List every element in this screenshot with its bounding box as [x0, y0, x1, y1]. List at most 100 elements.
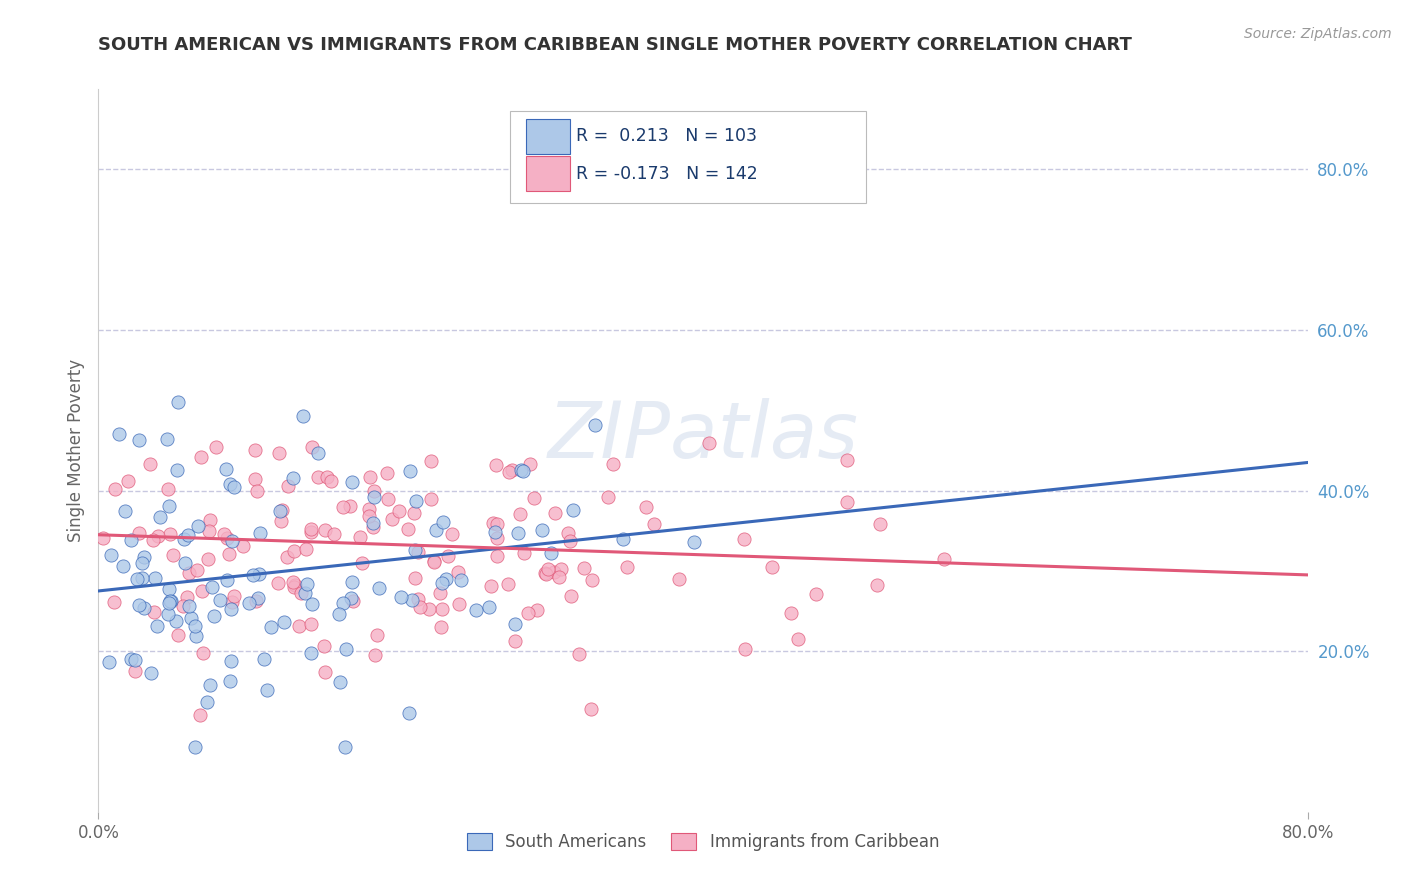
Point [602, 457, 624, 471]
Point [366, 628, 388, 642]
Point [156, 433, 179, 447]
Point [359, 502, 381, 516]
Point [307, 470, 329, 484]
Text: R =  0.213   N = 103: R = 0.213 N = 103 [576, 128, 756, 145]
Point [536, 566, 558, 581]
Point [219, 674, 242, 689]
Point [581, 574, 603, 588]
Point [191, 646, 214, 660]
Point [132, 549, 155, 564]
Text: ZIPatlas: ZIPatlas [547, 398, 859, 474]
Point [568, 647, 591, 661]
Point [512, 463, 534, 477]
Point [295, 577, 318, 591]
Point [484, 525, 506, 540]
Point [143, 571, 166, 585]
Point [349, 530, 371, 544]
Point [485, 458, 508, 473]
Point [284, 578, 307, 592]
Point [294, 586, 316, 600]
Point [342, 594, 364, 608]
Point [165, 614, 187, 628]
Point [430, 602, 453, 616]
Text: R = -0.173   N = 142: R = -0.173 N = 142 [576, 165, 758, 183]
Point [401, 593, 423, 607]
Point [299, 524, 322, 539]
Point [132, 601, 155, 615]
Point [561, 503, 583, 517]
Point [869, 517, 891, 532]
Point [148, 529, 170, 543]
Point [221, 654, 243, 668]
Point [682, 534, 704, 549]
Point [361, 516, 384, 530]
Point [91, 531, 114, 545]
Point [222, 479, 245, 493]
Point [342, 475, 364, 490]
Point [252, 652, 274, 666]
Point [242, 568, 264, 582]
Text: Source: ZipAtlas.com: Source: ZipAtlas.com [1244, 27, 1392, 41]
Point [142, 533, 165, 547]
Point [195, 695, 218, 709]
Point [215, 531, 238, 545]
Point [159, 526, 181, 541]
Point [361, 520, 384, 534]
Point [139, 457, 162, 471]
Point [238, 596, 260, 610]
Point [266, 576, 288, 591]
Point [276, 549, 298, 564]
Point [283, 575, 305, 590]
Point [245, 594, 267, 608]
Point [510, 462, 533, 476]
Point [447, 565, 470, 579]
Point [481, 516, 503, 530]
Point [450, 573, 472, 587]
Point [425, 524, 447, 538]
Point [733, 532, 755, 546]
Point [256, 682, 278, 697]
Point [498, 466, 520, 480]
Point [547, 570, 569, 584]
Point [523, 491, 546, 505]
Point [120, 652, 142, 666]
Point [103, 595, 125, 609]
Point [156, 607, 179, 621]
Point [519, 457, 541, 471]
Point [409, 599, 432, 614]
Point [249, 526, 271, 541]
Point [149, 510, 172, 524]
Point [209, 593, 232, 607]
Legend: South Americans, Immigrants from Caribbean: South Americans, Immigrants from Caribbe… [460, 826, 946, 857]
Point [277, 478, 299, 492]
Point [179, 566, 201, 580]
Point [247, 591, 270, 605]
Point [114, 504, 136, 518]
Point [447, 597, 470, 611]
Point [316, 470, 339, 484]
Point [111, 559, 134, 574]
Point [176, 590, 198, 604]
Point [340, 575, 363, 590]
Point [167, 627, 190, 641]
Point [301, 597, 323, 611]
Point [247, 566, 270, 581]
Point [124, 653, 146, 667]
Point [636, 500, 658, 514]
Point [363, 484, 385, 499]
Point [404, 571, 426, 585]
Point [616, 560, 638, 574]
Point [299, 646, 322, 660]
Point [787, 632, 810, 646]
Point [128, 598, 150, 612]
Point [322, 527, 344, 541]
Point [128, 526, 150, 541]
Point [509, 507, 531, 521]
Point [557, 525, 579, 540]
Point [419, 491, 441, 506]
Point [406, 545, 429, 559]
Point [332, 500, 354, 515]
Point [574, 561, 596, 575]
Point [295, 541, 318, 556]
Point [516, 606, 538, 620]
